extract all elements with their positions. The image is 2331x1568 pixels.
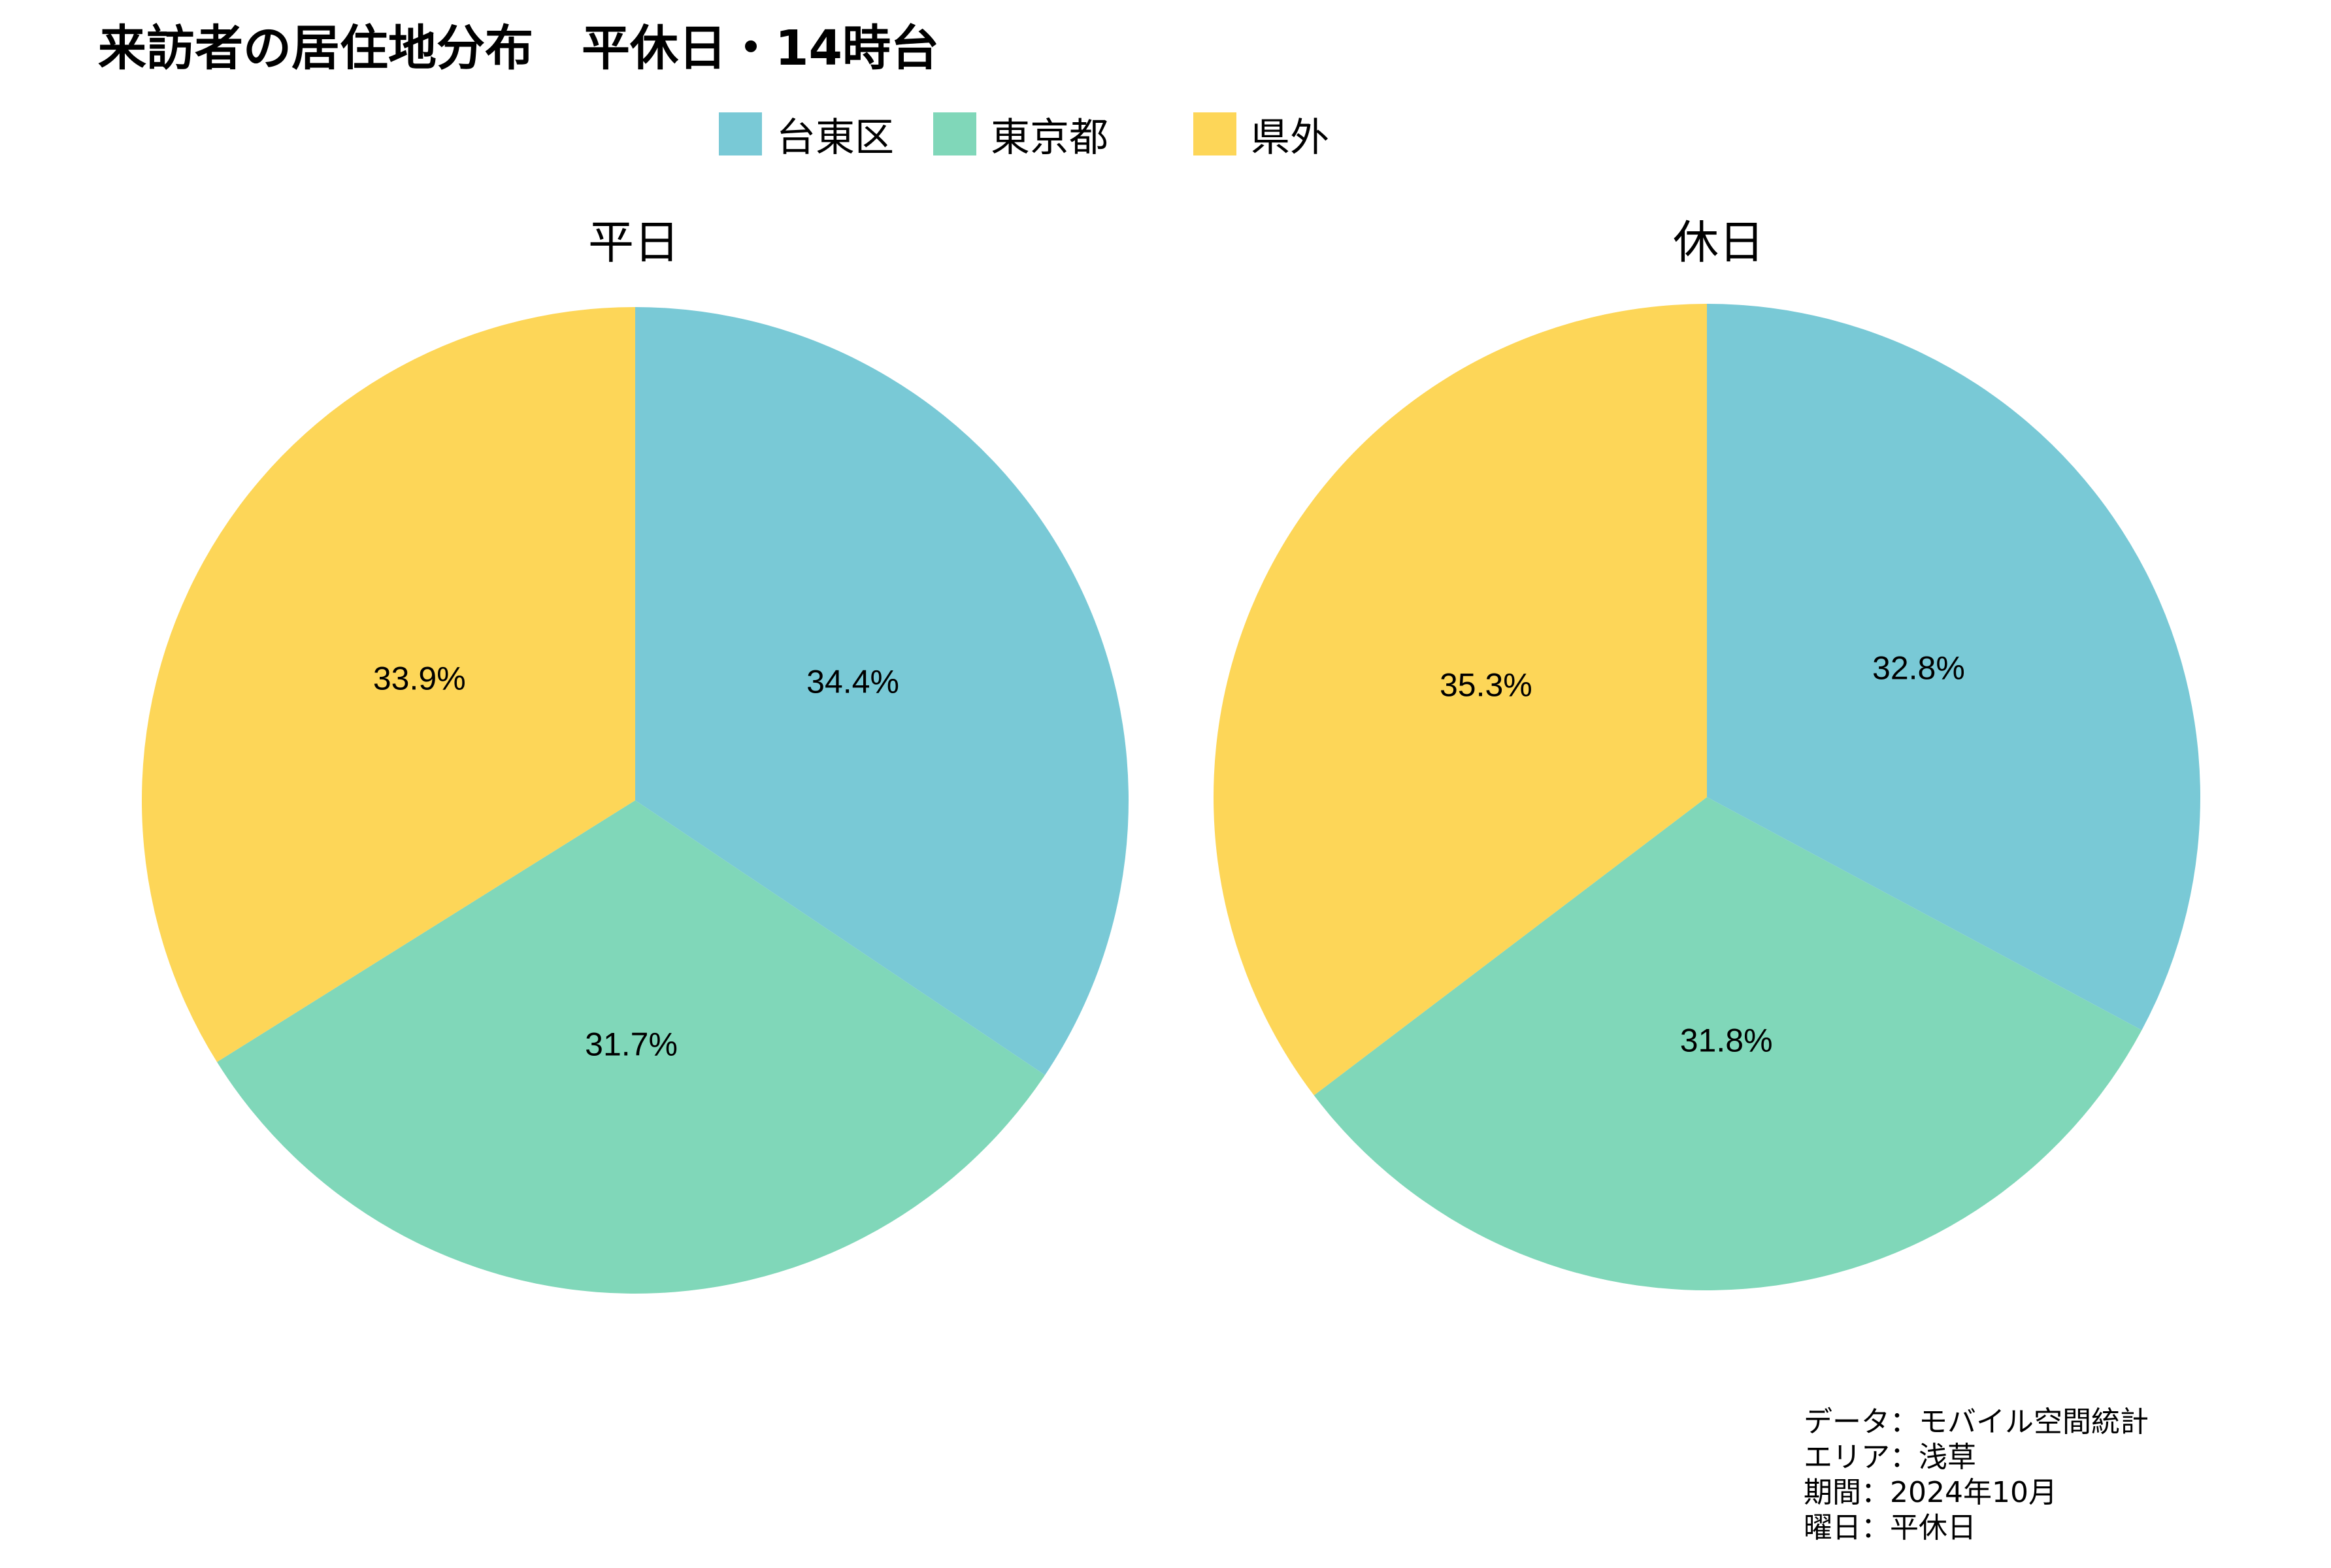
pie-slice-weekday-taito	[635, 307, 1129, 1075]
chart-title: 来訪者の居住地分布 平休日・14時台	[98, 20, 939, 76]
legend-swatch-outside	[1193, 112, 1236, 155]
pie-slice-holiday-taito	[1707, 304, 2200, 1030]
source-caption: データ：モバイル空間統計 エリア：浅草 期間：2024年10月 曜日：平休日	[1804, 1405, 2149, 1546]
pie-slice-weekday-outside	[142, 307, 635, 1062]
pie-title-holiday: 休日	[1673, 216, 1764, 269]
legend-item-outside: 県外	[1193, 106, 1329, 163]
pie-slice-holiday-tokyo	[1314, 797, 2142, 1291]
pie-slice-holiday-outside	[1214, 304, 1707, 1096]
legend-label-outside: 県外	[1251, 114, 1329, 161]
pie-label-holiday-taito: 32.8%	[1872, 649, 1965, 686]
legend: 台東区 東京都 県外	[719, 106, 1368, 163]
legend-item-tokyo: 東京都	[933, 106, 1108, 163]
caption-line-data: データ：モバイル空間統計	[1804, 1405, 2149, 1439]
pie-label-holiday-tokyo: 31.8%	[1680, 1022, 1773, 1059]
pie-label-weekday-tokyo: 31.7%	[585, 1026, 678, 1063]
legend-label-tokyo: 東京都	[991, 114, 1108, 161]
legend-label-taito: 台東区	[776, 114, 894, 161]
caption-line-period: 期間：2024年10月	[1804, 1476, 2057, 1509]
caption-line-area: エリア：浅草	[1804, 1441, 1976, 1474]
legend-swatch-taito	[719, 112, 762, 155]
legend-item-taito: 台東区	[719, 106, 894, 163]
pie-title-weekday: 平日	[588, 216, 680, 269]
pie-label-weekday-taito: 34.4%	[806, 664, 899, 700]
pie-label-holiday-outside: 35.3%	[1440, 666, 1532, 703]
legend-swatch-tokyo	[933, 112, 976, 155]
pie-slice-weekday-tokyo	[217, 800, 1046, 1294]
caption-line-day: 曜日：平休日	[1804, 1511, 1976, 1544]
pie-label-weekday-outside: 33.9%	[373, 660, 466, 696]
